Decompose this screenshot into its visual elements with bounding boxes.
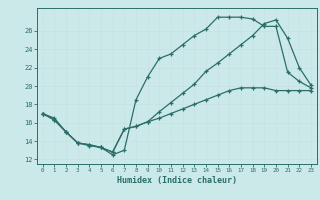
X-axis label: Humidex (Indice chaleur): Humidex (Indice chaleur) [117, 176, 237, 185]
